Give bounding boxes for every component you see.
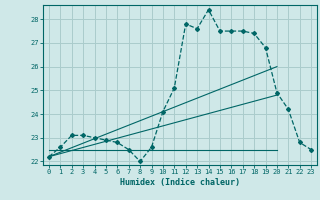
X-axis label: Humidex (Indice chaleur): Humidex (Indice chaleur) <box>120 178 240 187</box>
